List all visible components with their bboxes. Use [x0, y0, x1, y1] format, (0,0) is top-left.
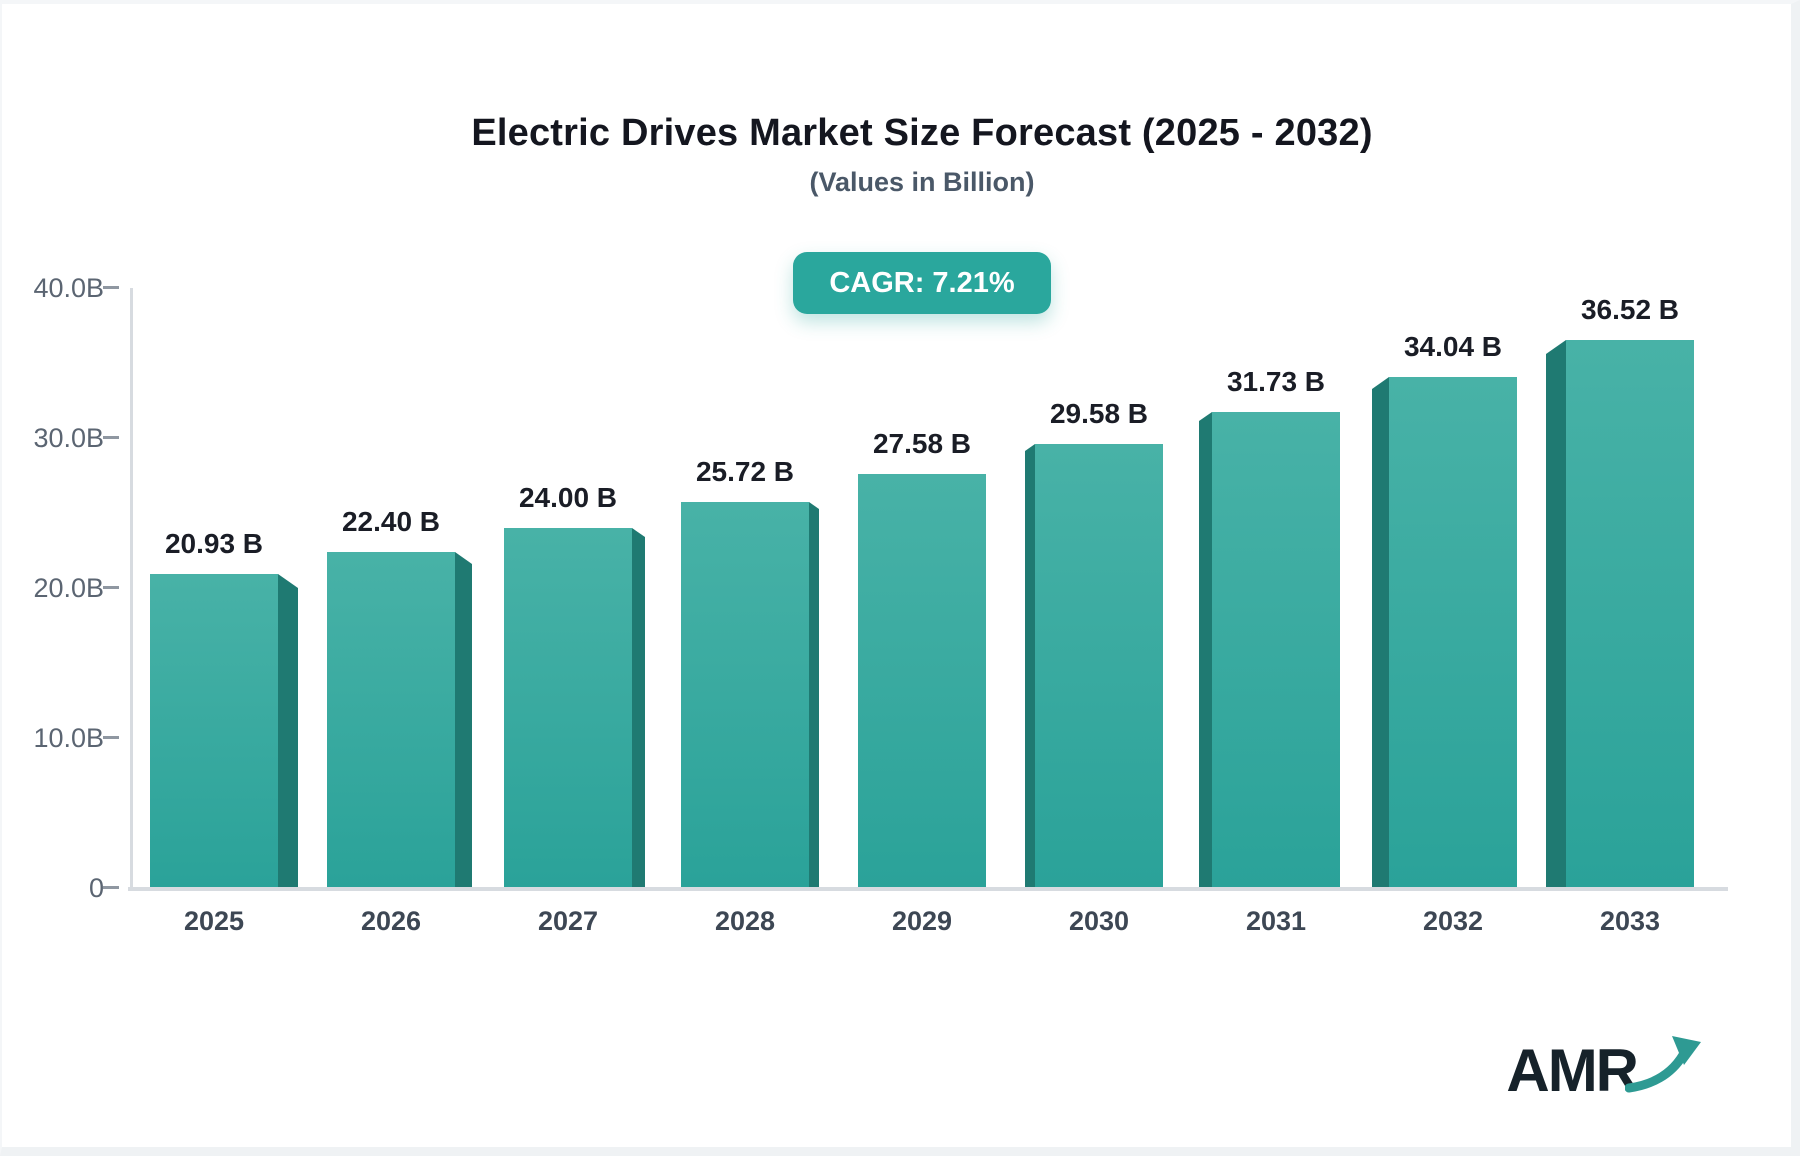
x-axis-label: 2026 [360, 906, 422, 936]
x-axis-label: 2028 [714, 906, 776, 936]
bar[interactable] [1212, 412, 1340, 890]
y-axis-tick-mark [103, 586, 119, 589]
x-axis-label: 2032 [1422, 906, 1484, 936]
bar-value-label: 31.73 B [1226, 366, 1326, 397]
bar-value-label: 20.93 B [164, 528, 264, 559]
y-axis-tick-label: 10.0B [33, 723, 104, 753]
x-axis-line [128, 887, 1728, 891]
y-axis-tick-label: 20.0B [33, 573, 104, 603]
bar-3d-side [278, 574, 298, 890]
x-axis-label: 2033 [1599, 906, 1661, 936]
y-axis-tick-mark [103, 286, 119, 289]
x-axis-label: 2030 [1068, 906, 1130, 936]
chart-header: Electric Drives Market Size Forecast (20… [130, 108, 1714, 314]
bar[interactable] [150, 574, 278, 890]
bar[interactable] [681, 502, 809, 890]
chart-subtitle: (Values in Billion) [809, 167, 1035, 197]
trend-up-arrow-icon [1625, 1036, 1701, 1093]
y-axis-line [130, 288, 133, 888]
y-axis-tick-label: 40.0B [33, 273, 104, 303]
cagr-badge: CAGR: 7.21% [793, 252, 1051, 314]
bar-value-label: 27.58 B [872, 428, 972, 459]
bar-value-label: 29.58 B [1049, 398, 1149, 429]
bar-3d-side [1546, 340, 1566, 890]
y-axis-tick-mark [103, 886, 119, 889]
bar-3d-side [1372, 377, 1389, 890]
bar-value-label: 24.00 B [518, 482, 618, 513]
bar[interactable] [1566, 340, 1694, 890]
x-axis-label: 2027 [537, 906, 599, 936]
chart-title: Electric Drives Market Size Forecast (20… [471, 112, 1373, 154]
y-axis-tick-mark [103, 736, 119, 739]
plot-layer: 0 10.0B 20.0B 30.0B 40.0B 20.93 B 2025 22.40 B 2… [2, 4, 1791, 1147]
y-axis-tick-label: 0 [88, 873, 104, 903]
bar-value-label: 25.72 B [695, 456, 795, 487]
bar-3d-side [1199, 412, 1212, 890]
bar[interactable] [858, 474, 986, 890]
bar-3d-side [1025, 444, 1035, 890]
bar[interactable] [1389, 377, 1517, 890]
bar-3d-side [455, 552, 472, 890]
bar[interactable] [1035, 444, 1163, 890]
bar[interactable] [327, 552, 455, 890]
bar[interactable] [504, 528, 632, 890]
x-axis-label: 2029 [891, 906, 953, 936]
amr-logo-text: AMR [1506, 1037, 1639, 1104]
y-axis-tick-mark [103, 436, 119, 439]
bar-3d-side [632, 528, 645, 890]
y-axis-tick-label: 30.0B [33, 423, 104, 453]
bar-value-label: 34.04 B [1403, 331, 1503, 362]
bar-value-label: 22.40 B [341, 506, 441, 537]
bar-3d-side [809, 502, 819, 890]
x-axis-label: 2031 [1245, 906, 1307, 936]
bar-value-label: 36.52 B [1580, 294, 1680, 325]
x-axis-label: 2025 [183, 906, 245, 936]
amr-logo: AMR [1506, 1031, 1703, 1104]
